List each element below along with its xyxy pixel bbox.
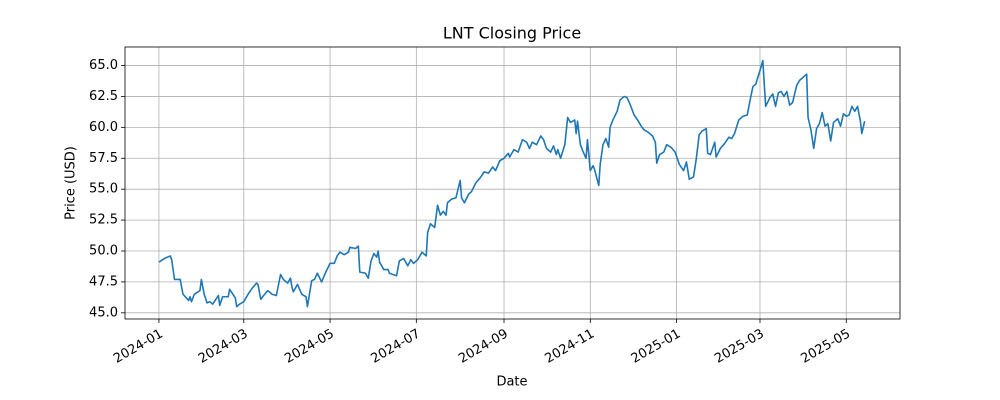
y-tick-label: 57.5 — [89, 151, 118, 166]
y-axis-label: Price (USD) — [64, 146, 79, 220]
x-tick-label: 2024-09 — [456, 327, 511, 367]
x-tick-label: 2025-05 — [798, 327, 853, 367]
x-tick-label: 2024-11 — [542, 327, 597, 367]
x-tick-label: 2024-05 — [282, 327, 337, 367]
y-tick-label: 52.5 — [89, 213, 118, 228]
price-line — [158, 59, 866, 308]
y-tick-label: 45.0 — [89, 305, 118, 320]
y-tick-label: 47.5 — [89, 274, 118, 289]
x-tick-label: 2025-01 — [629, 327, 684, 367]
x-axis-label: Date — [496, 375, 527, 390]
x-tick-label: 2025-03 — [712, 327, 767, 367]
y-tick-label: 55.0 — [89, 182, 118, 197]
y-tick-label: 65.0 — [89, 58, 118, 73]
x-tick-label: 2024-01 — [111, 327, 166, 367]
y-tick-label: 60.0 — [89, 120, 118, 135]
y-tick-label: 62.5 — [89, 89, 118, 104]
chart-title: LNT Closing Price — [443, 24, 581, 43]
x-tick-label: 2024-03 — [196, 327, 251, 367]
x-tick-label: 2024-07 — [369, 327, 424, 367]
plot-frame — [124, 46, 901, 320]
y-tick-label: 50.0 — [89, 244, 118, 259]
